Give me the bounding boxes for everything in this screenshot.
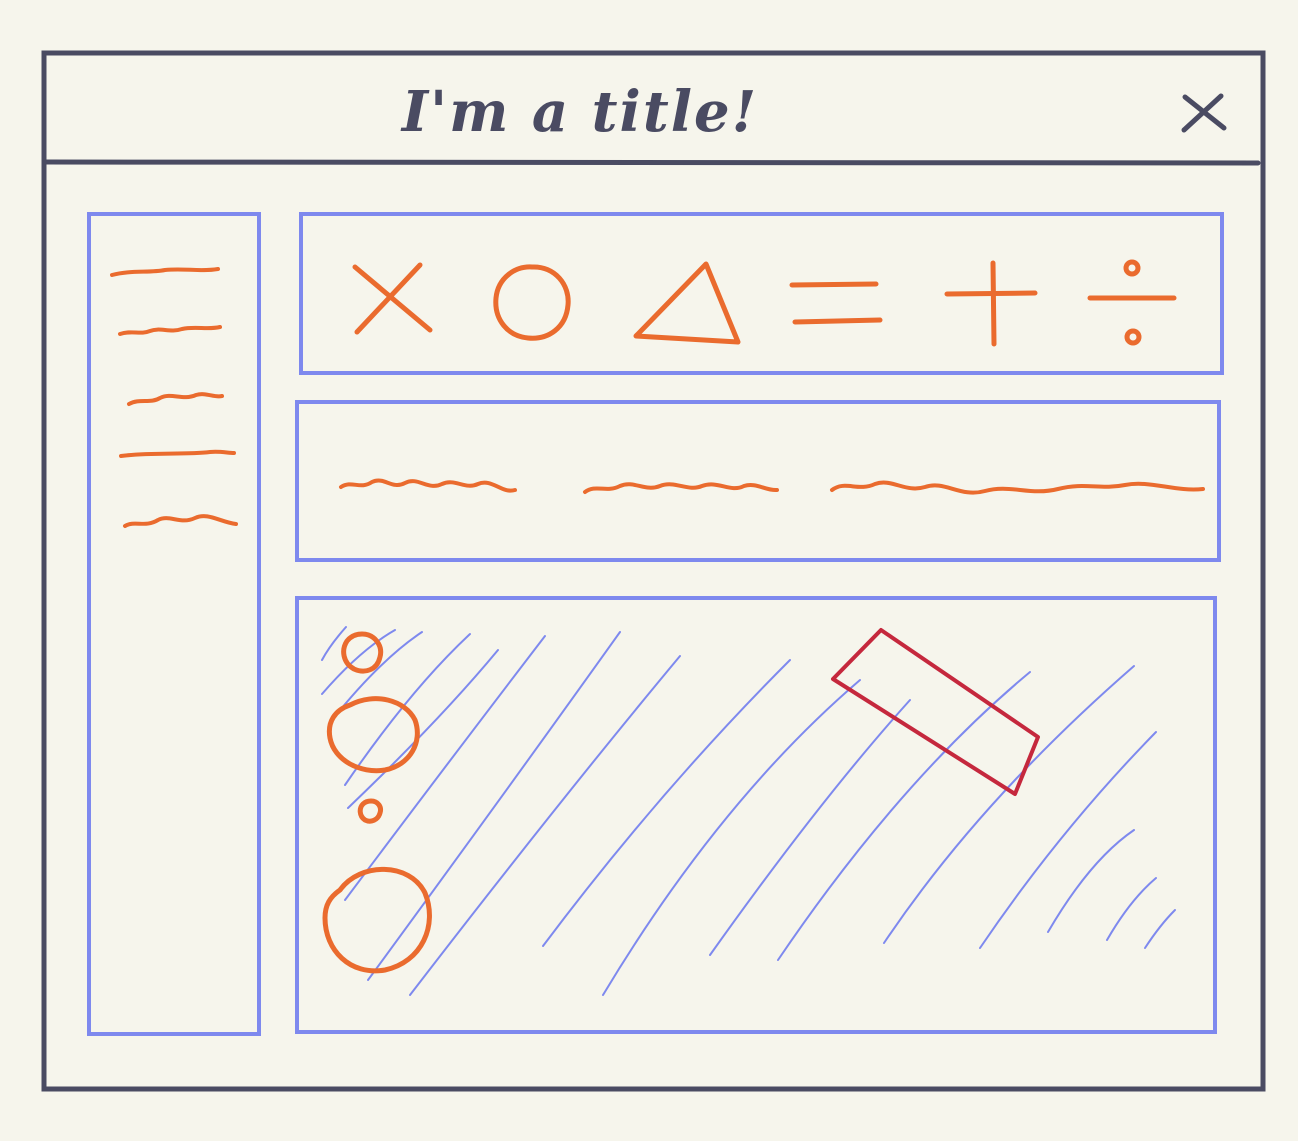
text-item-1[interactable]	[339, 478, 517, 493]
canvas-shape-circle-1[interactable]	[341, 631, 384, 674]
toolbar	[299, 212, 1224, 375]
window-title: I'm a title!	[401, 79, 759, 145]
sidebar-item-3[interactable]	[127, 392, 224, 406]
close-icon[interactable]	[1181, 93, 1227, 133]
canvas-selection-rectangle[interactable]	[831, 628, 1040, 796]
canvas[interactable]	[295, 596, 1217, 1034]
canvas-shape-circle-3[interactable]	[357, 798, 383, 824]
circle-icon[interactable]	[493, 264, 571, 341]
text-item-2[interactable]	[583, 482, 779, 494]
sidebar-item-2[interactable]	[118, 325, 222, 336]
canvas-shape-circle-2[interactable]	[326, 696, 420, 774]
close-button[interactable]	[1168, 84, 1236, 144]
plus-icon[interactable]	[944, 260, 1038, 347]
times-icon[interactable]	[352, 262, 433, 335]
canvas-hatching	[321, 626, 1176, 996]
sidebar-item-5[interactable]	[123, 514, 238, 528]
divide-icon[interactable]	[1087, 259, 1177, 346]
equals-icon[interactable]	[789, 281, 883, 325]
title-bar-divider	[43, 159, 1261, 166]
text-bar	[295, 400, 1221, 562]
text-item-3[interactable]	[830, 480, 1205, 495]
sidebar-item-4[interactable]	[119, 449, 236, 458]
sidebar-item-1[interactable]	[110, 267, 220, 277]
sidebar	[87, 212, 261, 1036]
triangle-icon[interactable]	[633, 261, 741, 345]
canvas-shape-circle-4[interactable]	[322, 866, 432, 974]
window-frame	[41, 50, 1266, 1092]
